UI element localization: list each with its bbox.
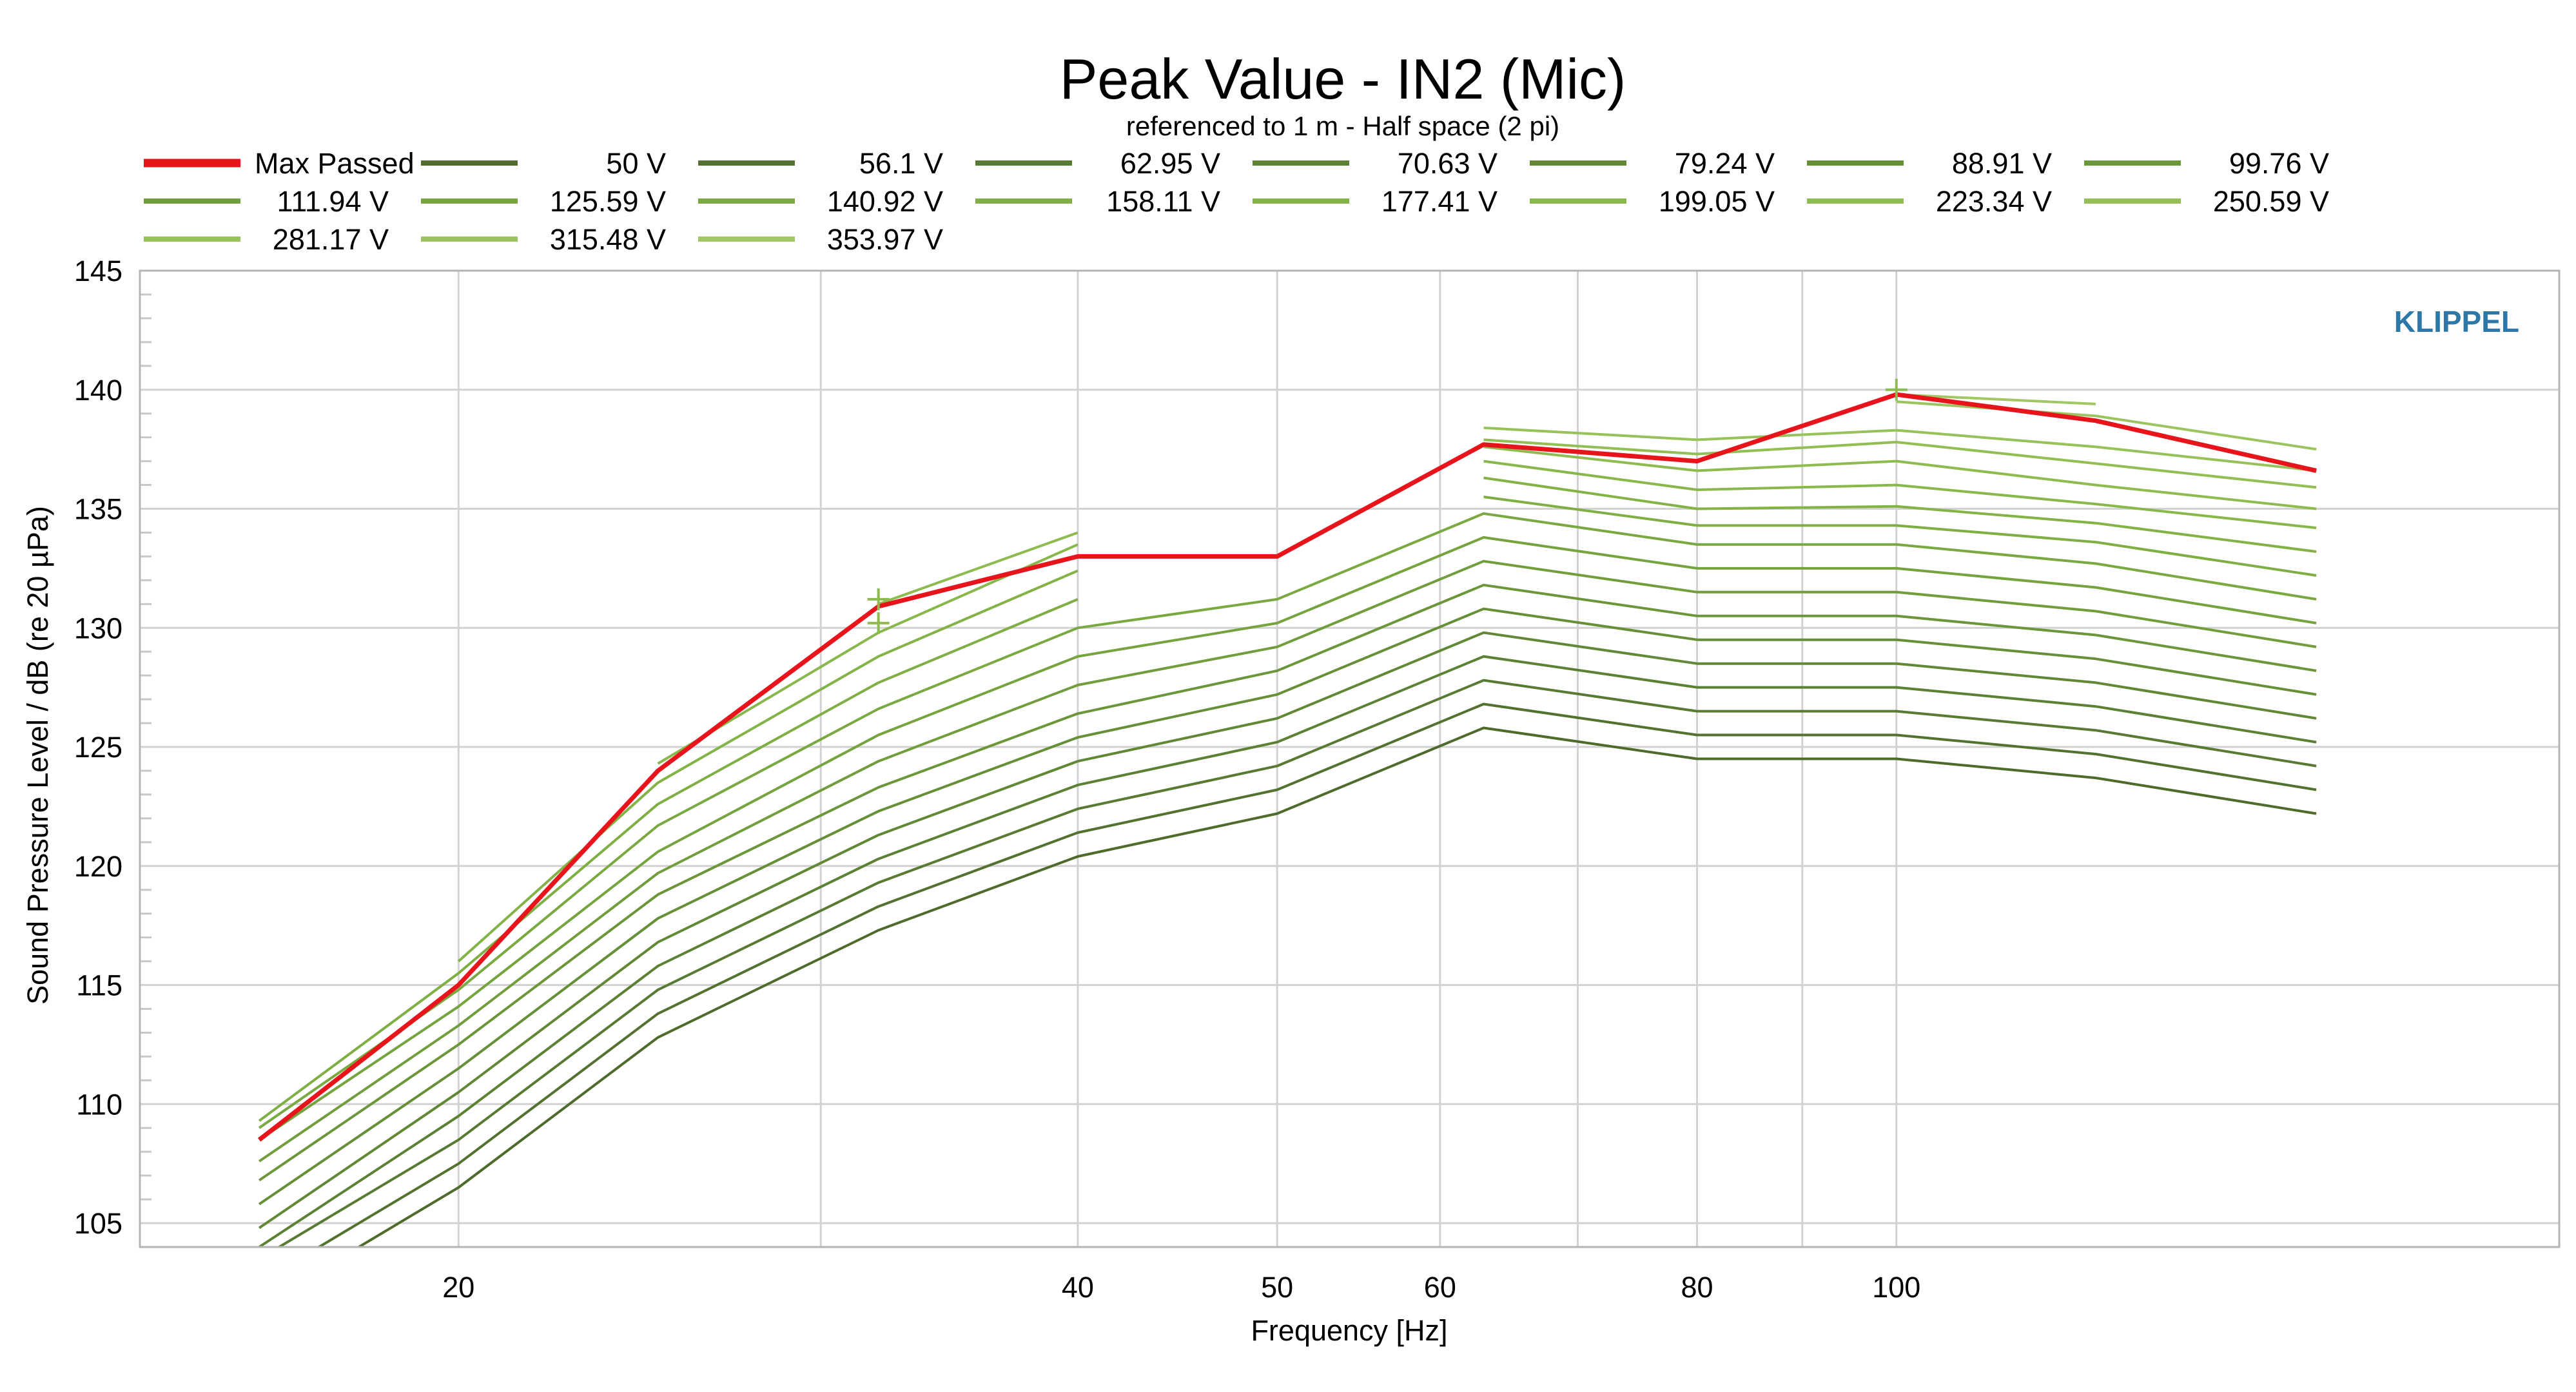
series-line — [258, 536, 2317, 1141]
legend-entry: 56.1 V — [698, 147, 943, 180]
x-tick-label: 40 — [1062, 1271, 1094, 1304]
series-line — [258, 512, 2317, 1129]
y-tick-label: 110 — [76, 1088, 122, 1121]
x-tick-label: 60 — [1424, 1271, 1456, 1304]
legend-label: 88.91 V — [1952, 147, 2052, 180]
legend-entry: 315.48 V — [421, 223, 666, 256]
y-tick-label: 140 — [74, 374, 122, 407]
series-line — [1896, 393, 2096, 405]
series-line — [258, 583, 2317, 1182]
x-axis-label: Frequency [Hz] — [1251, 1314, 1447, 1347]
series-line — [878, 445, 2317, 606]
legend-entry: 111.94 V — [144, 185, 389, 218]
legend: Max Passed 50 V 56.1 V 62.95 V 70.63 V 79.24 … — [144, 147, 2329, 256]
series-line — [356, 726, 2317, 1247]
klippel-brand: KLIPPEL — [2394, 305, 2519, 338]
legend-label: 56.1 V — [859, 147, 943, 180]
legend-label: Max Passed — [255, 147, 415, 180]
legend-entry: 70.63 V — [1253, 147, 1498, 180]
plot-frame — [139, 269, 2561, 1248]
chart-title: Peak Value - IN2 (Mic) — [1060, 47, 1626, 111]
y-tick-label: 125 — [74, 731, 122, 764]
legend-label: 250.59 V — [2213, 185, 2329, 218]
series-line — [258, 631, 2317, 1230]
series-line — [258, 496, 2317, 1122]
y-tick-label: 105 — [74, 1207, 122, 1240]
plus-marker — [1885, 378, 1908, 401]
legend-entry: Max Passed — [144, 147, 415, 180]
markers — [867, 378, 1908, 634]
legend-entry: 177.41 V — [1253, 185, 1498, 218]
legend-label: 111.94 V — [277, 185, 389, 218]
legend-entry: 223.34 V — [1807, 185, 2052, 218]
series-line — [457, 476, 2317, 963]
series-line — [1483, 438, 2317, 489]
legend-label: 281.17 V — [273, 223, 389, 256]
series-line — [1896, 400, 2317, 451]
legend-label: 70.63 V — [1398, 147, 1498, 180]
legend-label: 223.34 V — [1936, 185, 2052, 218]
y-axis-label: Sound Pressure Level / dB (re 20 µPa) — [21, 506, 54, 1005]
y-tick-label: 130 — [74, 612, 122, 644]
legend-entry: 125.59 V — [421, 185, 666, 218]
series-line — [258, 559, 2317, 1163]
legend-entry: 353.97 V — [698, 223, 943, 256]
series-line — [1483, 426, 2317, 472]
legend-label: 158.11 V — [1106, 185, 1220, 218]
legend-entry: 140.92 V — [698, 185, 943, 218]
y-tick-label: 135 — [74, 493, 122, 526]
legend-entry: 50 V — [421, 147, 666, 180]
legend-label: 140.92 V — [827, 185, 943, 218]
legend-label: 353.97 V — [827, 223, 943, 256]
legend-label: 50 V — [606, 147, 666, 180]
chart-subtitle: referenced to 1 m - Half space (2 pi) — [1126, 111, 1559, 141]
y-tick-label: 120 — [74, 850, 122, 883]
max-passed-line — [257, 392, 2317, 1142]
plus-marker — [867, 612, 890, 634]
x-tick-label: 20 — [442, 1271, 474, 1304]
legend-entry: 199.05 V — [1530, 185, 1775, 218]
legend-entry: 158.11 V — [975, 185, 1220, 218]
legend-entry: 281.17 V — [144, 223, 389, 256]
x-tick-label: 50 — [1261, 1271, 1293, 1304]
legend-label: 125.59 V — [550, 185, 666, 218]
x-axis-ticks: 20 40 50 60 80 100 — [442, 1271, 1920, 1304]
legend-label: 315.48 V — [550, 223, 666, 256]
plus-marker — [867, 588, 890, 610]
x-tick-label: 80 — [1681, 1271, 1713, 1304]
legend-label: 62.95 V — [1120, 147, 1220, 180]
legend-entry: 99.76 V — [2084, 147, 2329, 180]
y-tick-label: 115 — [76, 969, 122, 1002]
y-tick-label: 145 — [74, 255, 122, 287]
legend-entry: 250.59 V — [2084, 185, 2329, 218]
x-tick-label: 100 — [1872, 1271, 1920, 1304]
max-passed-line-group — [257, 392, 2317, 1142]
y-axis-ticks: 105 110 115 120 125 130 135 140 145 — [74, 255, 122, 1240]
legend-label: 99.76 V — [2229, 147, 2329, 180]
legend-entry: 79.24 V — [1530, 147, 1775, 180]
legend-label: 79.24 V — [1675, 147, 1775, 180]
legend-entry: 88.91 V — [1807, 147, 2052, 180]
legend-label: 199.05 V — [1659, 185, 1775, 218]
series-line — [277, 679, 2317, 1247]
legend-label: 177.41 V — [1381, 185, 1498, 218]
series-line — [259, 655, 2317, 1247]
series-line — [258, 607, 2317, 1206]
series-line — [316, 702, 2317, 1247]
legend-entry: 62.95 V — [975, 147, 1220, 180]
